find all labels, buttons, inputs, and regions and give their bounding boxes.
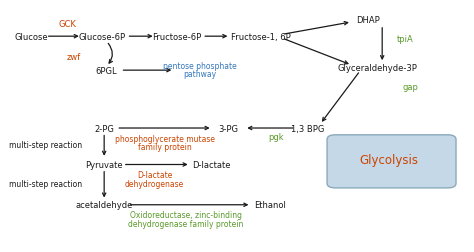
Text: pgk: pgk — [268, 133, 284, 142]
Text: Glycolysis: Glycolysis — [360, 153, 419, 166]
Text: 2-PG: 2-PG — [94, 124, 114, 133]
Text: Fructose-1, 6P: Fructose-1, 6P — [231, 33, 291, 42]
Text: DHAP: DHAP — [356, 16, 380, 25]
Text: 1,3 BPG: 1,3 BPG — [291, 124, 324, 133]
Text: family protein: family protein — [138, 143, 192, 152]
Text: GCK: GCK — [59, 20, 77, 29]
Text: pathway: pathway — [183, 70, 217, 79]
Text: zwf: zwf — [67, 53, 81, 61]
Text: D-lactate: D-lactate — [192, 160, 231, 169]
Text: Glucose-6P: Glucose-6P — [78, 33, 126, 42]
Text: Glyceraldehyde-3P: Glyceraldehyde-3P — [337, 64, 418, 73]
Text: Oxidoreductase, zinc-binding: Oxidoreductase, zinc-binding — [130, 210, 242, 219]
Text: pentose phosphate: pentose phosphate — [163, 61, 237, 70]
Text: Pyruvate: Pyruvate — [85, 160, 123, 169]
Text: multi-step reaction: multi-step reaction — [9, 140, 82, 149]
Text: dehydrogenase: dehydrogenase — [125, 179, 184, 188]
Text: D-lactate: D-lactate — [137, 170, 173, 179]
Text: Glucose: Glucose — [15, 33, 48, 42]
Text: tpiA: tpiA — [397, 35, 414, 44]
Text: gap: gap — [402, 83, 418, 92]
Text: 6PGL: 6PGL — [96, 66, 117, 75]
Text: dehydrogenase family protein: dehydrogenase family protein — [128, 219, 244, 228]
Text: Ethanol: Ethanol — [254, 200, 286, 209]
Text: acetaldehyde: acetaldehyde — [75, 200, 133, 209]
Text: multi-step reaction: multi-step reaction — [9, 179, 82, 188]
Text: 3-PG: 3-PG — [218, 124, 238, 133]
FancyBboxPatch shape — [327, 135, 456, 188]
Text: Fructose-6P: Fructose-6P — [152, 33, 201, 42]
Text: phosphoglycerate mutase: phosphoglycerate mutase — [115, 134, 215, 143]
